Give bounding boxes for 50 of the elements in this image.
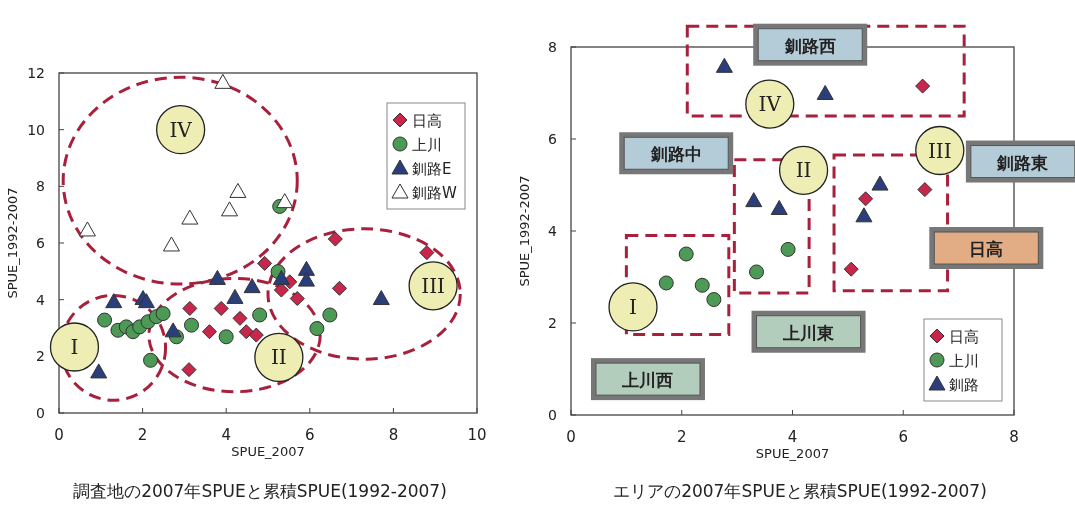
annotation: II <box>270 345 287 370</box>
annotation: 日高 <box>969 239 1004 260</box>
y-tick-label: 10 <box>27 121 45 138</box>
legend-label: 釧路 <box>949 376 979 394</box>
legend-label: 上川 <box>949 352 979 370</box>
y-tick-label: 6 <box>548 131 558 147</box>
legend-label: 上川 <box>412 136 442 154</box>
annotation: 釧路東 <box>996 152 1050 173</box>
text: エリアの2007年SPUEと累積SPUE(1992-2007) <box>613 481 987 501</box>
legend-label: 釧路E <box>412 160 452 178</box>
y-tick-label: 8 <box>548 39 557 55</box>
legend-label: 日高 <box>412 112 442 130</box>
legend-label: 日高 <box>949 328 979 346</box>
x-tick-label: 6 <box>898 428 909 446</box>
y-tick-label: 8 <box>36 178 45 195</box>
y-axis-title: SPUE_1992-2007 <box>5 187 20 299</box>
x-tick-label: 0 <box>566 428 576 446</box>
annotation: II <box>795 158 812 183</box>
annotation: IV <box>758 92 782 117</box>
annotation: 釧路西 <box>783 35 836 56</box>
x-axis-title: SPUE_2007 <box>755 446 830 461</box>
x-tick-label: 4 <box>787 428 798 446</box>
text: 調査地の2007年SPUEと累積SPUE(1992-2007) <box>73 481 447 501</box>
y-tick-label: 2 <box>36 348 45 365</box>
annotation: III <box>421 273 445 298</box>
y-tick-label: 4 <box>548 223 558 239</box>
y-tick-label: 6 <box>36 235 46 251</box>
x-tick-label: 0 <box>54 426 64 444</box>
y-tick-label: 4 <box>36 291 46 308</box>
y-tick-label: 12 <box>27 65 45 81</box>
x-tick-label: 6 <box>305 426 315 444</box>
x-tick-label: 8 <box>388 426 399 444</box>
annotation: 上川東 <box>782 322 836 343</box>
x-tick-label: 10 <box>467 426 487 444</box>
x-tick-label: 8 <box>1009 428 1019 446</box>
x-tick-label: 2 <box>137 426 148 444</box>
x-tick-label: 4 <box>221 426 231 444</box>
annotation: III <box>927 138 952 163</box>
y-tick-label: 0 <box>36 405 45 421</box>
x-tick-label: 2 <box>676 428 687 446</box>
y-axis-title: SPUE_1992-2007 <box>517 175 532 287</box>
legend-label: 釧路W <box>412 184 457 202</box>
x-axis-title: SPUE_2007 <box>231 444 305 459</box>
annotation: 釧路中 <box>649 144 702 165</box>
annotation: I <box>629 294 637 319</box>
annotation: IV <box>169 117 193 142</box>
y-tick-label: 2 <box>548 315 557 331</box>
y-tick-label: 0 <box>548 407 557 423</box>
annotation: 上川西 <box>621 370 674 391</box>
annotation: I <box>70 334 79 359</box>
